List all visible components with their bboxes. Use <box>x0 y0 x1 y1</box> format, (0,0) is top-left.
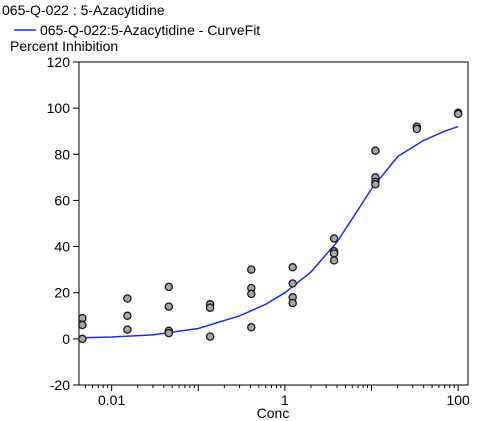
data-point <box>329 234 339 243</box>
x-tick-label: 100 <box>446 392 470 408</box>
data-point <box>247 323 256 332</box>
curve-fit-line <box>82 125 459 339</box>
data-point <box>205 303 215 312</box>
data-point <box>247 265 256 274</box>
data-point <box>123 294 132 303</box>
data-point <box>123 311 132 321</box>
x-tick-label: 0.01 <box>98 392 125 408</box>
data-point <box>453 109 463 119</box>
data-point <box>164 302 174 311</box>
data-point <box>164 282 174 292</box>
x-axis-label: Conc <box>257 405 290 421</box>
data-point <box>78 313 87 323</box>
chart-title: 065-Q-022 : 5-Azacytidine <box>2 2 165 18</box>
data-point <box>247 289 256 299</box>
y-axis-label: Percent Inhibition <box>10 38 118 54</box>
x-axis-ticks: 0.01 1 100 <box>85 385 470 408</box>
data-point <box>164 328 174 338</box>
legend-label: 065-Q-022:5-Azacytidine - CurveFit <box>40 22 260 38</box>
data-point <box>288 298 297 308</box>
data-point <box>288 263 297 272</box>
data-point <box>329 256 339 265</box>
y-axis-ticks: -20 0 20 40 60 80 100 120 <box>47 54 79 393</box>
y-tick-label: 60 <box>54 192 70 208</box>
data-points <box>78 108 463 344</box>
data-point <box>412 124 422 134</box>
y-tick-label: 120 <box>47 54 71 70</box>
data-point <box>371 146 380 156</box>
y-tick-label: 80 <box>54 146 70 162</box>
data-point <box>371 180 380 189</box>
y-tick-label: 100 <box>47 100 71 116</box>
x-tick-label: 1 <box>281 392 289 408</box>
data-point <box>288 279 297 288</box>
plot-frame <box>78 61 469 386</box>
y-tick-label: 0 <box>62 331 70 347</box>
y-tick-label: -20 <box>50 377 70 393</box>
y-tick-label: 40 <box>54 239 70 255</box>
y-tick-label: 20 <box>54 285 70 301</box>
data-point <box>123 325 132 334</box>
data-point <box>205 332 215 341</box>
data-point <box>329 249 339 258</box>
data-point <box>78 334 87 344</box>
data-point <box>78 320 87 330</box>
